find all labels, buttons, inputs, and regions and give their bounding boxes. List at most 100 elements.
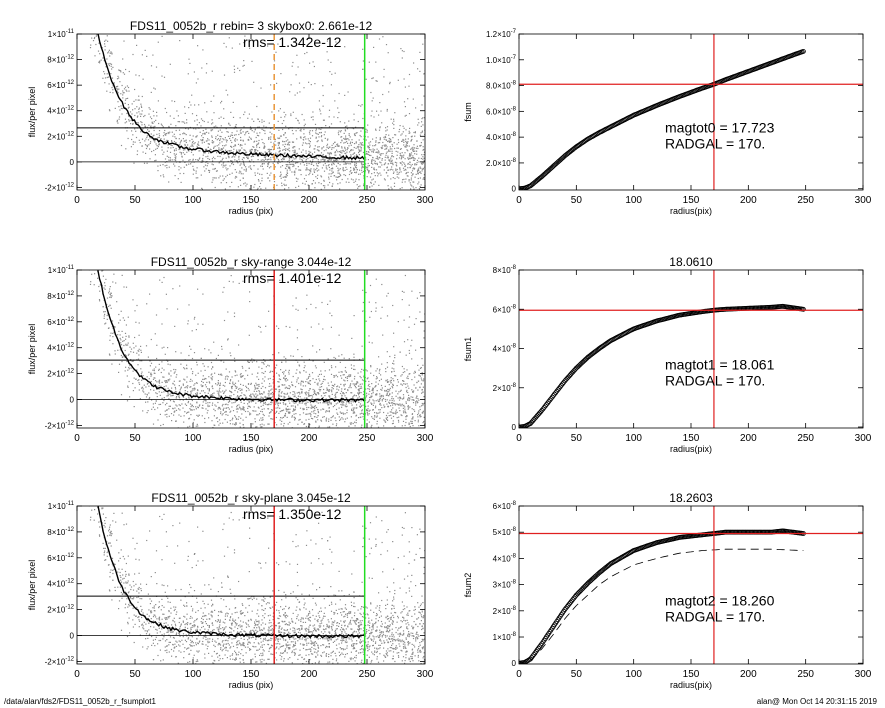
y-tick-label: 6×10-8 [493, 304, 517, 314]
x-axis-label: radius (pix) [229, 444, 274, 454]
x-tick-label: 300 [417, 433, 434, 444]
rms-annotation: rms= 1.350e-12 [243, 506, 342, 522]
plot-area-fsum1 [519, 303, 806, 428]
y-tick-label: 4×10-12 [47, 343, 74, 353]
x-tick-label: 50 [571, 433, 583, 444]
x-tick-label: 150 [243, 195, 260, 206]
x-axis-label: radius(pix) [670, 444, 712, 454]
x-tick-label: 50 [571, 669, 583, 680]
y-tick-label: 1×10-11 [48, 501, 75, 511]
y-tick-label: 8×10-12 [47, 55, 74, 65]
plot-area-flux1 [77, 34, 425, 190]
x-tick-label: 250 [359, 433, 376, 444]
y-tick-label: 4×10-12 [47, 579, 74, 589]
growth-curve [519, 303, 806, 428]
axes-frame [76, 505, 426, 665]
y-tick-label: 2×10-12 [47, 369, 74, 379]
radgal-annotation: RADGAL = 170. [665, 135, 765, 151]
y-axis-label: fsum2 [463, 573, 473, 598]
pixel-scatter-cloud [89, 34, 425, 190]
panel-flux1: rms= 1.342e-12 0 50 100 150 200 250 300 -2×10-12… [27, 19, 434, 216]
plot-area-fsum [519, 49, 806, 190]
x-tick-label: 250 [797, 195, 814, 206]
magnitude-annotation: magtot2 = 18.260 [665, 593, 775, 609]
y-tick-label: 8.0×10-8 [486, 81, 517, 91]
y-tick-label: 1.2×10-7 [486, 29, 517, 39]
y-tick-label: 0 [512, 185, 517, 194]
y-tick-label: 0 [70, 158, 75, 167]
y-tick-label: 6.0×10-8 [486, 106, 517, 116]
y-tick-label: 0 [512, 659, 517, 668]
x-tick-label: 300 [855, 433, 872, 444]
mean-profile-line [97, 34, 365, 161]
y-tick-label: 2×10-8 [493, 606, 517, 616]
y-tick-label: 0 [512, 423, 517, 432]
magnitude-annotation: magtot0 = 17.723 [665, 119, 775, 135]
chart-title: FDS11_0052b_r rebin= 3 skybox0: 2.661e-1… [130, 19, 373, 33]
x-tick-label: 150 [243, 433, 260, 444]
x-tick-label: 300 [855, 669, 872, 680]
y-tick-label: 6×10-12 [47, 80, 74, 90]
axes-frame [76, 33, 426, 191]
x-tick-label: 50 [129, 195, 141, 206]
x-tick-label: 250 [797, 669, 814, 680]
mean-profile-line [97, 270, 365, 403]
y-tick-label: 4×10-8 [493, 553, 517, 563]
y-tick-label: 0 [70, 632, 75, 641]
pixel-scatter-cloud [88, 506, 425, 664]
x-axis-label: radius(pix) [670, 206, 712, 216]
chart-title: 18.2603 [669, 491, 713, 505]
x-tick-label: 150 [683, 195, 700, 206]
axes-frame [518, 33, 864, 191]
x-tick-label: 200 [740, 195, 757, 206]
x-tick-label: 200 [301, 195, 318, 206]
x-tick-label: 150 [243, 669, 260, 680]
y-tick-label: 8×10-12 [47, 527, 74, 537]
rms-annotation: rms= 1.401e-12 [243, 270, 342, 286]
x-tick-label: 100 [625, 195, 642, 206]
x-tick-label: 150 [683, 669, 700, 680]
x-tick-label: 200 [301, 669, 318, 680]
y-axis-label: flux/per pixel [27, 87, 37, 138]
chart-title: FDS11_0052b_r sky-range 3.044e-12 [151, 255, 352, 269]
y-axis-label: flux/per pixel [27, 324, 37, 375]
footer-file-path: /data/alan/fds2/FDS11_0052b_r_fsumplot1 [4, 697, 156, 706]
y-tick-label: 8×10-8 [493, 265, 517, 275]
chart-title: 18.0610 [669, 255, 713, 269]
x-axis-label: radius (pix) [229, 206, 274, 216]
x-tick-label: 100 [185, 669, 202, 680]
y-tick-label: 3×10-8 [493, 580, 517, 590]
y-tick-label: 1×10-11 [48, 29, 75, 39]
y-tick-label: 1×10-8 [493, 632, 517, 642]
radgal-annotation: RADGAL = 170. [665, 609, 765, 625]
y-tick-label: 2.0×10-8 [486, 158, 517, 168]
radgal-annotation: RADGAL = 170. [665, 373, 765, 389]
x-tick-label: 200 [740, 433, 757, 444]
x-tick-label: 200 [740, 669, 757, 680]
plot-area-flux2 [77, 270, 425, 428]
panel-flux3: rms= 1.350e-12 0 50 100 150 200 250 300 -2×10-12… [27, 491, 434, 690]
x-tick-label: 250 [797, 433, 814, 444]
x-tick-label: 50 [129, 669, 141, 680]
axes-frame [518, 269, 864, 429]
y-tick-label: 2×10-12 [47, 605, 74, 615]
y-axis-label: flux/per pixel [27, 560, 37, 611]
x-tick-label: 0 [74, 195, 80, 206]
x-axis-label: radius (pix) [229, 680, 274, 690]
growth-curve [519, 49, 806, 190]
y-tick-label: -2×10-12 [45, 182, 75, 192]
x-tick-label: 200 [301, 433, 318, 444]
x-tick-label: 100 [625, 669, 642, 680]
x-tick-label: 0 [516, 669, 522, 680]
panel-flux2: rms= 1.401e-12 0 50 100 150 200 250 300 -2×10-12… [27, 255, 434, 454]
x-tick-label: 0 [74, 669, 80, 680]
axes-frame [76, 269, 426, 429]
y-tick-label: 1.0×10-7 [486, 55, 517, 65]
y-tick-label: -2×10-12 [45, 656, 75, 666]
x-tick-label: 0 [516, 195, 522, 206]
x-tick-label: 50 [571, 195, 583, 206]
